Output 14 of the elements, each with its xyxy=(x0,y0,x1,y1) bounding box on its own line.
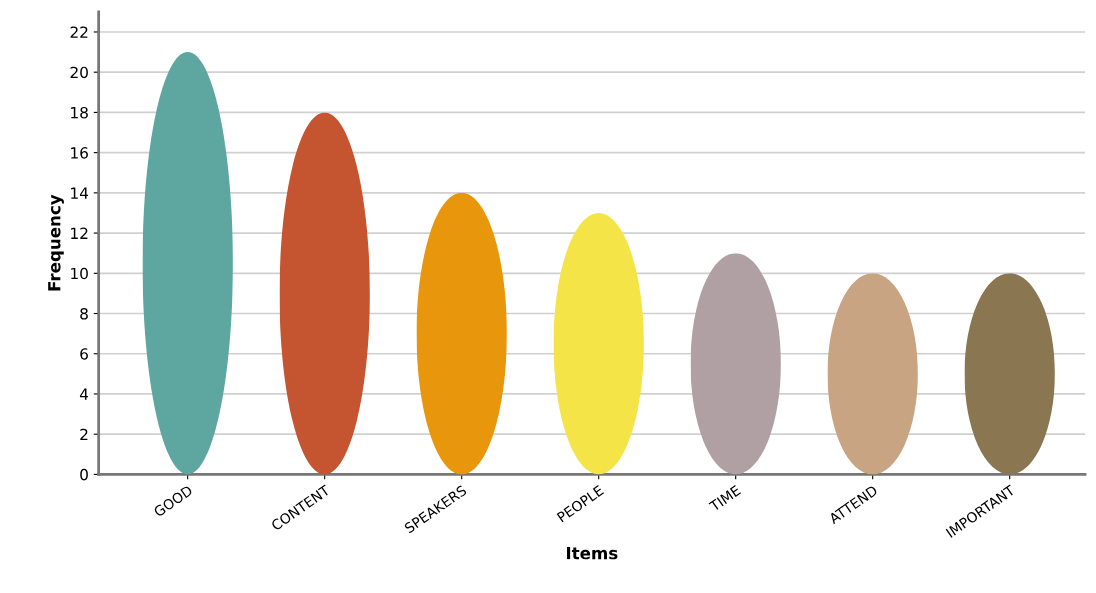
y-tick-label: 8 xyxy=(80,307,88,320)
y-tick-label: 6 xyxy=(80,348,88,360)
y-tick-label: 16 xyxy=(71,147,88,159)
y-axis-title: Frequency xyxy=(48,194,64,291)
y-tick-label: 12 xyxy=(71,227,88,239)
x-axis-title: Items xyxy=(566,546,618,560)
y-tick-label: 4 xyxy=(79,388,89,400)
y-tick-label: 20 xyxy=(70,66,88,79)
y-tick-label: 10 xyxy=(71,267,88,280)
y-tick-label: 2 xyxy=(80,428,88,440)
y-tick-label: 14 xyxy=(71,187,89,199)
y-tick-label: 18 xyxy=(71,106,88,119)
y-tick-label: 22 xyxy=(70,26,88,38)
y-tick-label: 0 xyxy=(80,468,88,481)
